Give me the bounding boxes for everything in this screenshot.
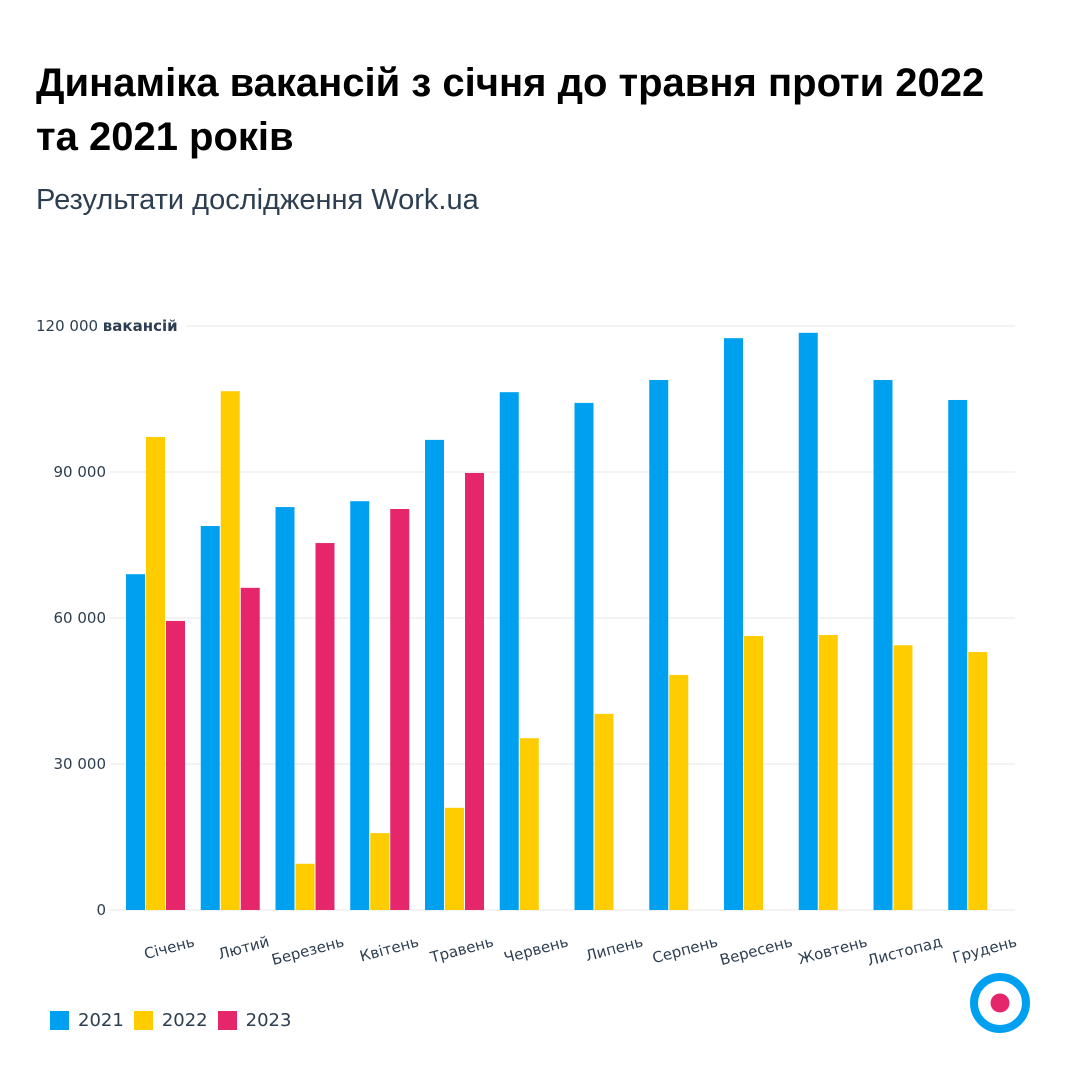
bar-2022-3[interactable]	[295, 863, 315, 910]
y-tick-label: 0	[96, 901, 106, 919]
x-tick-label: Жовтень	[796, 932, 869, 968]
legend-swatch-2023	[217, 1011, 237, 1030]
legend-item-2023[interactable]: 2023	[217, 1010, 292, 1031]
bar-2023-3[interactable]	[315, 543, 335, 910]
bar-2022-9[interactable]	[744, 636, 763, 910]
bar-2022-7[interactable]	[594, 713, 614, 910]
bar-2021-9[interactable]	[724, 338, 743, 911]
y-tick-label: 60 000	[54, 609, 107, 627]
legend-item-2022[interactable]: 2022	[133, 1010, 208, 1031]
x-tick-label: Травень	[427, 932, 495, 966]
chart-subtitle: Результати дослідження Work.ua	[36, 184, 479, 216]
y-tick-label: 30 000	[54, 755, 107, 773]
x-tick-label: Квітень	[358, 932, 421, 965]
bar-2022-4[interactable]	[370, 833, 390, 910]
bar-2021-1[interactable]	[126, 574, 145, 910]
legend-swatch-2021	[50, 1011, 69, 1030]
bar-2023-1[interactable]	[166, 620, 185, 910]
bar-2021-8[interactable]	[649, 380, 669, 910]
bar-2021-12[interactable]	[948, 399, 968, 910]
bar-chart: 0 30 000 60 000 90 000 120 000 вакансій Січе…	[36, 317, 1019, 970]
x-tick-label: Серпень	[650, 932, 719, 967]
x-tick-label: Листопад	[865, 932, 944, 969]
legend-swatch-2022	[133, 1011, 153, 1030]
bar-2023-5[interactable]	[465, 472, 484, 910]
bar-2023-2[interactable]	[240, 587, 260, 910]
legend-item-2021[interactable]: 2021	[50, 1010, 124, 1031]
x-tick-label: Березень	[270, 932, 346, 969]
bar-2021-10[interactable]	[798, 332, 818, 910]
bar-2021-6[interactable]	[499, 392, 519, 911]
x-tick-label: Липень	[584, 932, 645, 965]
x-tick-label: Лютий	[216, 932, 271, 963]
legend-label-2023: 2023	[245, 1010, 292, 1031]
bar-2023-4[interactable]	[390, 508, 410, 910]
y-axis-ticks: 0 30 000 60 000 90 000 120 000 вакансій	[36, 317, 178, 919]
target-logo-icon	[970, 973, 1030, 1033]
grid-lines	[110, 325, 1015, 911]
bar-2021-3[interactable]	[275, 507, 295, 910]
x-tick-label: Червень	[502, 932, 570, 966]
bars	[126, 332, 988, 911]
x-tick-label: Вересень	[718, 932, 795, 969]
legend-label-2021: 2021	[78, 1010, 124, 1031]
y-tick-label: 90 000	[54, 463, 107, 481]
x-tick-label: Грудень	[950, 932, 1018, 966]
bar-2021-4[interactable]	[350, 501, 370, 910]
y-tick-label: 120 000 вакансій	[36, 317, 178, 335]
bar-2022-8[interactable]	[669, 674, 689, 910]
bar-2021-11[interactable]	[873, 380, 893, 910]
bar-2022-1[interactable]	[146, 436, 165, 910]
bar-2021-7[interactable]	[574, 402, 594, 910]
bar-2021-5[interactable]	[425, 439, 444, 910]
bar-2022-5[interactable]	[445, 807, 464, 910]
bar-2022-2[interactable]	[220, 391, 240, 910]
legend-label-2022: 2022	[161, 1010, 208, 1031]
bar-2022-11[interactable]	[893, 645, 913, 910]
x-tick-label: Січень	[142, 932, 196, 963]
bar-2022-6[interactable]	[519, 738, 539, 910]
bar-2021-2[interactable]	[200, 526, 220, 910]
chart-title: Динаміка вакансій з січня до травня прот…	[36, 61, 985, 159]
bar-2022-10[interactable]	[818, 635, 838, 910]
y-unit-label: вакансій	[103, 317, 178, 335]
legend: 2021 2022 2023	[50, 1010, 301, 1031]
bar-2022-12[interactable]	[968, 652, 988, 910]
